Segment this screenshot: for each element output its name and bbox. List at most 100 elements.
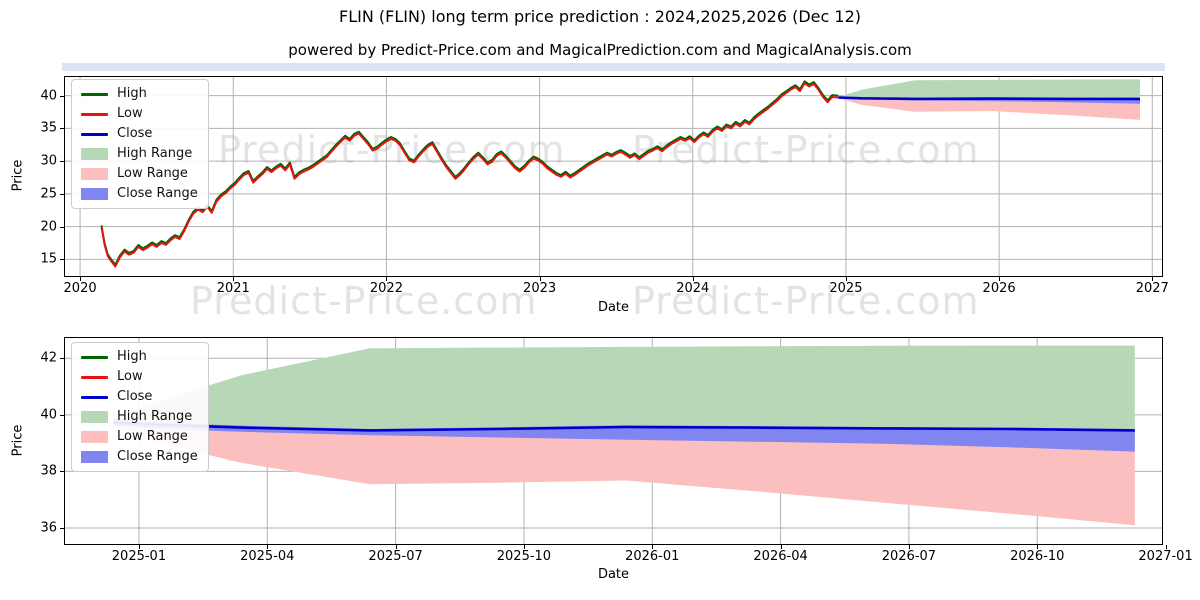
legend-swatch bbox=[81, 395, 108, 399]
y-tick-label: 25 bbox=[40, 186, 57, 202]
y-tick-mark bbox=[60, 226, 64, 228]
x-tick-label: 2026-04 bbox=[753, 549, 808, 564]
legend-item-high: High bbox=[81, 350, 198, 364]
legend-swatch bbox=[81, 92, 108, 96]
plot-svg-bottom bbox=[64, 337, 1163, 545]
figure-title: FLIN (FLIN) long term price prediction :… bbox=[338, 7, 861, 26]
x-tick-mark bbox=[395, 545, 397, 549]
x-tick-label: 2023 bbox=[523, 281, 557, 296]
y-tick-mark bbox=[60, 128, 64, 130]
legend-label: Close Range bbox=[117, 186, 198, 201]
series-low-line bbox=[100, 82, 839, 268]
x-tick-mark bbox=[80, 277, 82, 281]
x-tick-label: 2026-07 bbox=[881, 549, 937, 564]
x-tick-mark bbox=[908, 545, 910, 549]
legend-label: High Range bbox=[117, 146, 193, 161]
y-tick-label: 35 bbox=[40, 120, 57, 136]
x-tick-label: 2022 bbox=[369, 281, 403, 296]
series-close-line bbox=[838, 96, 1140, 101]
y-tick-mark bbox=[60, 95, 64, 97]
band-high-range bbox=[113, 345, 1135, 431]
band-close-range bbox=[113, 418, 1135, 452]
legend-swatch bbox=[81, 148, 108, 160]
band-high-range bbox=[838, 79, 1140, 99]
y-tick-label: 30 bbox=[40, 153, 57, 169]
legend-label: Low Range bbox=[117, 166, 188, 181]
x-tick-mark bbox=[1165, 545, 1167, 549]
plot-svg-top bbox=[64, 76, 1163, 277]
legend-label: High bbox=[117, 349, 147, 364]
legend-swatch bbox=[81, 431, 108, 443]
y-tick-mark bbox=[60, 161, 64, 163]
legend-item-close: Close bbox=[81, 390, 198, 404]
x-tick-label: 2025-10 bbox=[496, 549, 552, 564]
legend-label: Low bbox=[117, 106, 143, 121]
legend-swatch bbox=[81, 188, 108, 200]
band-low-range bbox=[113, 422, 1135, 526]
legend-label: Close bbox=[117, 126, 153, 141]
y-tick-label: 15 bbox=[40, 251, 57, 267]
series-high-line bbox=[100, 80, 839, 266]
x-tick-mark bbox=[1152, 277, 1154, 281]
x-tick-mark bbox=[1037, 545, 1039, 549]
legend-swatch bbox=[81, 132, 108, 136]
decorative-strip bbox=[62, 63, 1165, 71]
x-axis-label: Date bbox=[597, 300, 630, 315]
y-tick-label: 38 bbox=[40, 463, 57, 479]
x-tick-mark bbox=[692, 277, 694, 281]
x-axis-label: Date bbox=[597, 567, 630, 582]
x-tick-mark bbox=[539, 277, 541, 281]
x-tick-label: 2027-01 bbox=[1138, 549, 1193, 564]
x-tick-mark bbox=[780, 545, 782, 549]
x-tick-label: 2025-01 bbox=[111, 549, 167, 564]
y-tick-label: 40 bbox=[40, 407, 57, 423]
x-tick-mark bbox=[386, 277, 388, 281]
legend-swatch bbox=[81, 375, 108, 379]
legend-item-close-range: Close Range bbox=[81, 450, 198, 464]
legend-item-high: High bbox=[81, 87, 198, 101]
x-tick-mark bbox=[652, 545, 654, 549]
x-tick-label: 2026-10 bbox=[1010, 549, 1065, 564]
legend-item-close-range: Close Range bbox=[81, 187, 198, 201]
band-low-range bbox=[838, 97, 1140, 120]
x-tick-label: 2025-07 bbox=[368, 549, 423, 564]
y-tick-mark bbox=[60, 193, 64, 195]
x-tick-label: 2025 bbox=[829, 281, 863, 296]
x-tick-label: 2027 bbox=[1135, 281, 1169, 296]
y-tick-label: 40 bbox=[40, 88, 57, 104]
legend-swatch bbox=[81, 451, 108, 463]
x-tick-mark bbox=[523, 545, 525, 549]
legend-label: Close bbox=[117, 389, 153, 404]
legend-swatch bbox=[81, 112, 108, 116]
figure-subtitle: powered by Predict-Price.com and Magical… bbox=[288, 41, 912, 59]
y-tick-label: 20 bbox=[40, 219, 57, 235]
x-tick-label: 2026-01 bbox=[625, 549, 680, 564]
legend-item-high-range: High Range bbox=[81, 147, 198, 161]
y-tick-mark bbox=[60, 528, 64, 530]
legend-swatch bbox=[81, 168, 108, 180]
y-tick-mark bbox=[60, 414, 64, 416]
legend-label: High bbox=[117, 86, 147, 101]
legend-item-close: Close bbox=[81, 127, 198, 141]
legend-label: Low bbox=[117, 369, 143, 384]
legend: High Low Close High Range Low Range Close Ran… bbox=[71, 79, 209, 209]
x-tick-label: 2021 bbox=[216, 281, 250, 296]
x-tick-mark bbox=[267, 545, 269, 549]
x-tick-mark bbox=[845, 277, 847, 281]
legend-item-high-range: High Range bbox=[81, 410, 198, 424]
x-tick-label: 2026 bbox=[982, 281, 1016, 296]
legend-item-low-range: Low Range bbox=[81, 430, 198, 444]
legend: High Low Close High Range Low Range Close Ran… bbox=[71, 342, 209, 472]
plot-border bbox=[64, 76, 1163, 277]
legend-label: Low Range bbox=[117, 429, 188, 444]
plot-border bbox=[64, 337, 1163, 545]
legend-item-low: Low bbox=[81, 370, 198, 384]
legend-swatch bbox=[81, 355, 108, 359]
legend-swatch bbox=[81, 411, 108, 423]
x-tick-label: 2025-04 bbox=[240, 549, 295, 564]
x-tick-mark bbox=[999, 277, 1001, 281]
x-tick-label: 2020 bbox=[63, 281, 97, 296]
x-tick-label: 2024 bbox=[676, 281, 710, 296]
y-tick-mark bbox=[60, 358, 64, 360]
